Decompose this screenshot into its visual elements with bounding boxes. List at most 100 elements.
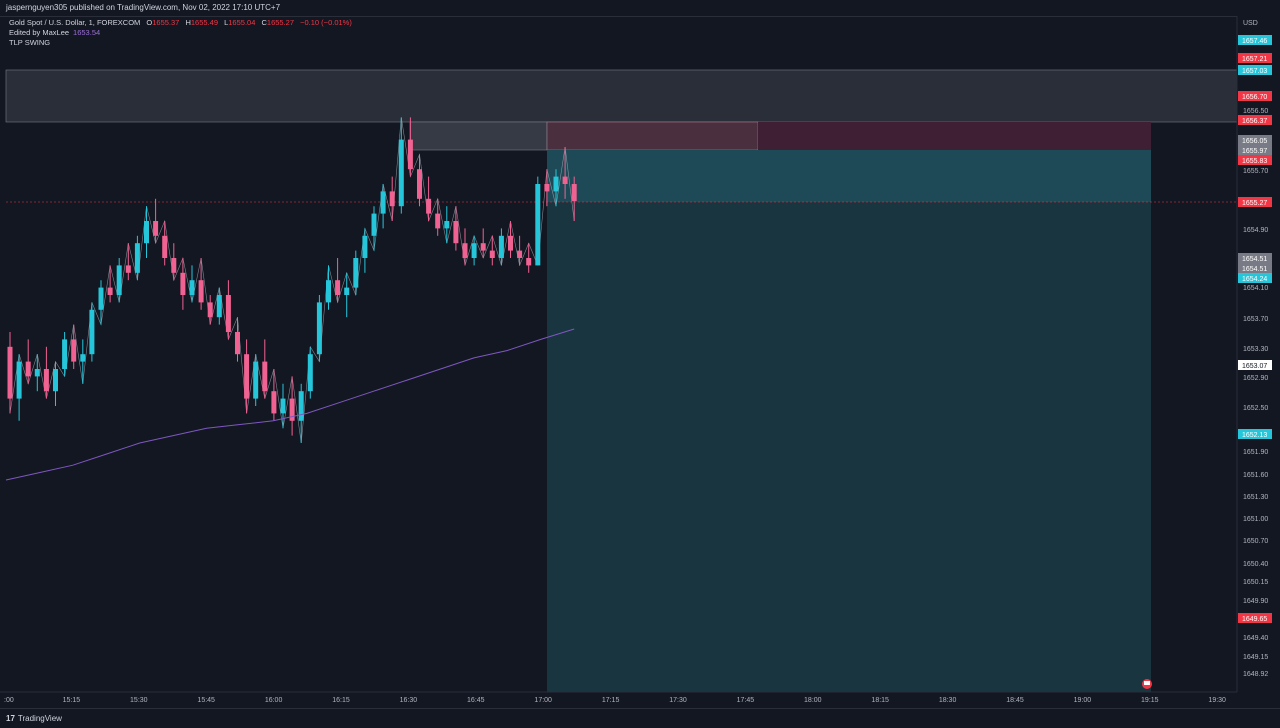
candle [116,258,122,303]
x-tick-label: 15:15 [63,697,81,704]
candle [316,295,322,362]
x-tick-label: 16:45 [467,697,485,704]
candle [571,176,577,221]
candle [398,117,404,214]
brand-name: TradingView [17,714,62,723]
candle [125,243,131,281]
candle [98,280,104,325]
y-tick-label: 1650.70 [1243,538,1268,545]
candle [562,147,568,199]
legend-open-label: O [146,18,153,27]
legend-edited-row: Edited by MaxLee 1653.54 [9,28,352,38]
candle [344,272,350,318]
publisher-bar: jaspernguyen305 published on TradingView… [0,0,1280,17]
candle [435,198,441,236]
x-tick-label: 19:00 [1074,697,1092,704]
candle [43,346,49,399]
candle [544,169,550,207]
price-label-tag: 1654.51 [1238,263,1272,273]
legend-close: 1655.27 [266,18,295,27]
candle [453,206,459,251]
candle [89,302,95,362]
x-tick-label: 17:45 [737,697,755,704]
target-zone [547,150,1151,202]
candle [553,169,559,207]
y-tick-label: 1650.40 [1243,561,1268,568]
candle [216,287,222,325]
x-tick-label: 15:30 [130,697,148,704]
x-tick-label: 17:15 [602,697,620,704]
legend-edited-by: Edited by MaxLee [9,28,70,37]
currency-label: USD [1243,20,1258,27]
footer-bar: 17 TradingView [0,708,1280,728]
price-label-tag: 1657.03 [1238,65,1272,75]
price-label-tag: 1654.51 [1238,253,1272,263]
candle [271,369,277,421]
y-tick-label: 1652.50 [1243,405,1268,412]
price-label-tag: 1655.97 [1238,145,1272,155]
y-tick-label: 1649.15 [1243,654,1268,661]
candle [371,206,377,251]
candle [335,258,341,303]
candle [426,176,432,221]
tradingview-logo[interactable]: 17 TradingView [6,714,62,723]
candle [235,317,240,362]
x-tick-label: 19:15 [1141,697,1159,704]
legend-close-label: C [261,18,267,27]
svg-text:1656.70: 1656.70 [1242,94,1267,101]
publisher-line: jaspernguyen305 published on TradingView… [6,3,281,12]
candle [307,346,313,399]
x-tick-label: 17:30 [669,697,687,704]
candle [298,383,304,443]
candle [498,228,504,266]
price-label-tag: 1657.21 [1238,53,1272,63]
x-tick-label: 16:30 [400,697,418,704]
candle [389,176,395,221]
y-tick-label: 1653.30 [1243,346,1268,353]
candle [189,265,195,303]
candle [134,235,140,281]
candle [162,221,168,266]
svg-text:1655.27: 1655.27 [1242,200,1267,207]
price-label-tag: 1656.70 [1238,91,1272,101]
x-tick-label: 18:15 [871,697,889,704]
candle [289,376,295,436]
candle [16,354,22,421]
legend-ohlc-row: Gold Spot / U.S. Dollar, 1, FOREXCOM O16… [9,18,352,28]
x-tick-label: 18:00 [804,697,822,704]
candle [7,332,13,414]
svg-text:1655.97: 1655.97 [1242,148,1267,155]
svg-text:1653.07: 1653.07 [1242,363,1267,370]
candle [280,383,286,429]
chart-legend: Gold Spot / U.S. Dollar, 1, FOREXCOM O16… [9,18,352,48]
tradingview-logo-icon: 17 [6,714,15,723]
price-label-tag: 1653.07 [1238,360,1272,370]
candle [517,235,523,266]
x-tick-label: 19:30 [1208,697,1226,704]
candle [144,206,149,258]
price-label-tag: 1655.27 [1238,197,1272,207]
y-tick-label: 1652.90 [1243,375,1268,382]
y-tick-label: 1651.60 [1243,472,1268,479]
y-tick-label: 1649.90 [1243,598,1268,605]
price-label-tag: 1657.46 [1238,35,1272,45]
price-label-tag: 1655.83 [1238,155,1272,165]
price-label-tag: 1656.05 [1238,135,1272,145]
candle [80,339,86,384]
x-axis-ticks[interactable]: :00 15:15 15:30 15:45 16:00 16:15 16:30 16:45 17… [4,697,1226,704]
flag-icon[interactable] [1142,679,1152,689]
candle [380,184,386,229]
price-label-tag: 1652.13 [1238,429,1272,439]
y-tick-label: 1654.90 [1243,227,1268,234]
candle [34,354,40,392]
stop-zone-light [546,121,759,151]
candle [62,332,68,377]
svg-text:1657.46: 1657.46 [1242,38,1267,45]
y-tick-label: 1651.00 [1243,516,1268,523]
x-tick-label: :00 [4,697,14,704]
price-label-tag: 1654.24 [1238,273,1272,283]
y-tick-label: 1655.70 [1243,168,1268,175]
legend-change: −0.10 (−0.01%) [300,18,352,27]
candle [25,339,31,384]
